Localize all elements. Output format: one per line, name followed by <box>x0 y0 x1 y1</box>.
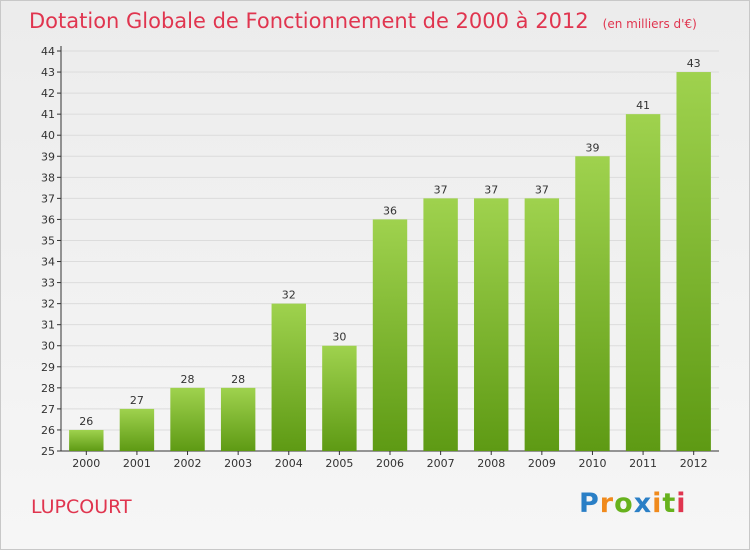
y-tick-label: 25 <box>41 445 55 458</box>
y-tick-label: 26 <box>41 424 55 437</box>
bar-2009 <box>524 198 560 451</box>
logo-letter: x <box>633 488 653 519</box>
data-label-2001: 27 <box>130 394 144 407</box>
y-tick-label: 35 <box>41 234 55 247</box>
y-tick-label: 34 <box>41 256 55 269</box>
bar-2007 <box>423 198 458 451</box>
logo-letter: i <box>652 488 663 519</box>
x-tick-label: 2003 <box>224 457 252 470</box>
y-tick-label: 38 <box>41 171 55 184</box>
x-tick-label: 2004 <box>275 457 303 470</box>
data-label-2006: 36 <box>383 204 397 217</box>
chart-title: Dotation Globale de Fonctionnement de 20… <box>29 9 589 33</box>
x-tick-label: 2010 <box>578 457 606 470</box>
x-tick-label: 2011 <box>629 457 657 470</box>
y-tick-label: 36 <box>41 213 55 226</box>
y-tick-label: 32 <box>41 298 55 311</box>
logo-letter: o <box>614 488 634 519</box>
bar-2003 <box>220 387 256 451</box>
x-tick-label: 2006 <box>376 457 404 470</box>
y-tick-label: 40 <box>41 129 55 142</box>
data-label-2012: 43 <box>687 57 701 70</box>
y-tick-label: 39 <box>41 150 55 163</box>
bar-2006 <box>372 219 408 451</box>
y-tick-label: 42 <box>41 87 55 100</box>
proxiti-logo: P r o x i t i <box>579 488 687 519</box>
bar-2001 <box>119 408 155 451</box>
data-label-2000: 26 <box>79 415 93 428</box>
data-labels: 26 27 28 28 32 30 36 37 37 37 39 41 43 <box>79 57 700 428</box>
bar-2010 <box>575 156 610 451</box>
data-label-2011: 41 <box>636 99 650 112</box>
y-tick-label: 41 <box>41 108 55 121</box>
x-tick-label: 2005 <box>325 457 353 470</box>
bar-2005 <box>322 345 357 451</box>
data-label-2002: 28 <box>181 373 195 386</box>
logo-letter: t <box>662 488 677 519</box>
data-label-2008: 37 <box>484 183 498 196</box>
y-tick-label: 30 <box>41 340 55 353</box>
logo-letter: r <box>599 488 615 519</box>
bar-2000 <box>69 429 104 451</box>
data-label-2010: 39 <box>585 141 599 154</box>
y-tick-label: 43 <box>41 66 55 79</box>
x-tick-label: 2009 <box>528 457 556 470</box>
bars <box>69 72 711 451</box>
bar-2002 <box>170 387 205 451</box>
chart-subtitle: (en milliers d'€) <box>602 17 697 31</box>
x-tick-label: 2002 <box>174 457 202 470</box>
data-label-2004: 32 <box>282 289 296 302</box>
data-label-2003: 28 <box>231 373 245 386</box>
y-tick-label: 27 <box>41 403 55 416</box>
y-tick-label: 33 <box>41 277 55 290</box>
x-tick-label: 2012 <box>680 457 708 470</box>
bar-2008 <box>474 198 509 451</box>
commune-name: LUPCOURT <box>31 496 132 518</box>
logo-letter: i <box>676 488 687 519</box>
logo-letter: P <box>579 488 600 519</box>
data-label-2009: 37 <box>535 183 549 196</box>
bar-2011 <box>625 114 661 451</box>
x-tick-label: 2008 <box>477 457 505 470</box>
x-tick-label: 2001 <box>123 457 151 470</box>
y-tick-label: 44 <box>41 45 55 58</box>
data-label-2005: 30 <box>332 331 346 344</box>
x-tick-label: 2007 <box>427 457 455 470</box>
title-row: Dotation Globale de Fonctionnement de 20… <box>29 9 697 33</box>
y-tick-label: 37 <box>41 192 55 205</box>
bar-2012 <box>676 72 711 451</box>
y-tick-label: 31 <box>41 319 55 332</box>
bar-2004 <box>271 303 306 451</box>
x-tick-label: 2000 <box>72 457 100 470</box>
data-label-2007: 37 <box>434 183 448 196</box>
y-tick-label: 28 <box>41 382 55 395</box>
y-tick-label: 29 <box>41 361 55 374</box>
